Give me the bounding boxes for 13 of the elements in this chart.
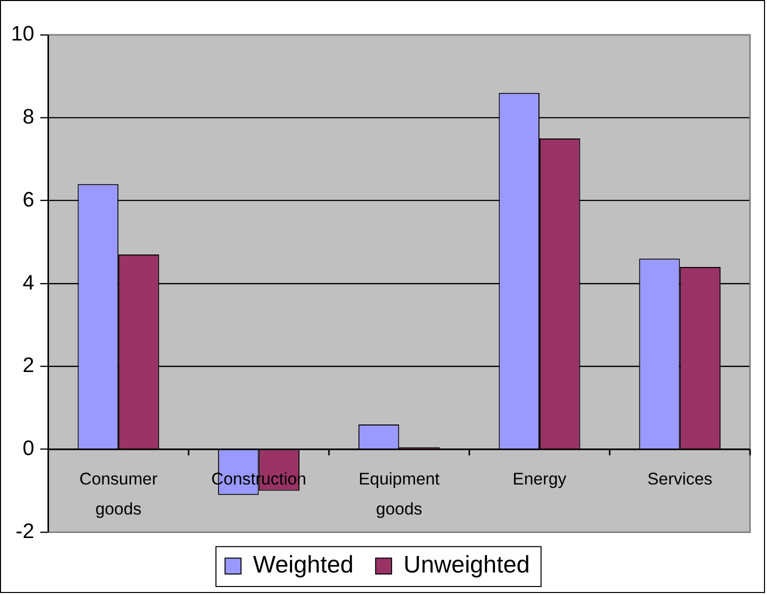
y-tick-label: 2 (22, 354, 34, 378)
y-tick-label: 0 (22, 437, 34, 460)
x-tick-label: Services (647, 469, 712, 488)
x-tick-label: Energy (512, 469, 567, 488)
y-tick-label: 10 (10, 22, 34, 46)
x-tick-label: Equipment goods (358, 469, 440, 518)
y-tick-label: 8 (22, 106, 34, 129)
y-tick-label: 6 (22, 188, 34, 212)
y-tick-label: -2 (16, 520, 34, 543)
legend-label: Weighted (252, 552, 354, 579)
x-tick-label: Consumer goods (79, 469, 158, 518)
legend-label: Unweighted (404, 552, 530, 579)
y-tick-label: 4 (22, 271, 35, 294)
